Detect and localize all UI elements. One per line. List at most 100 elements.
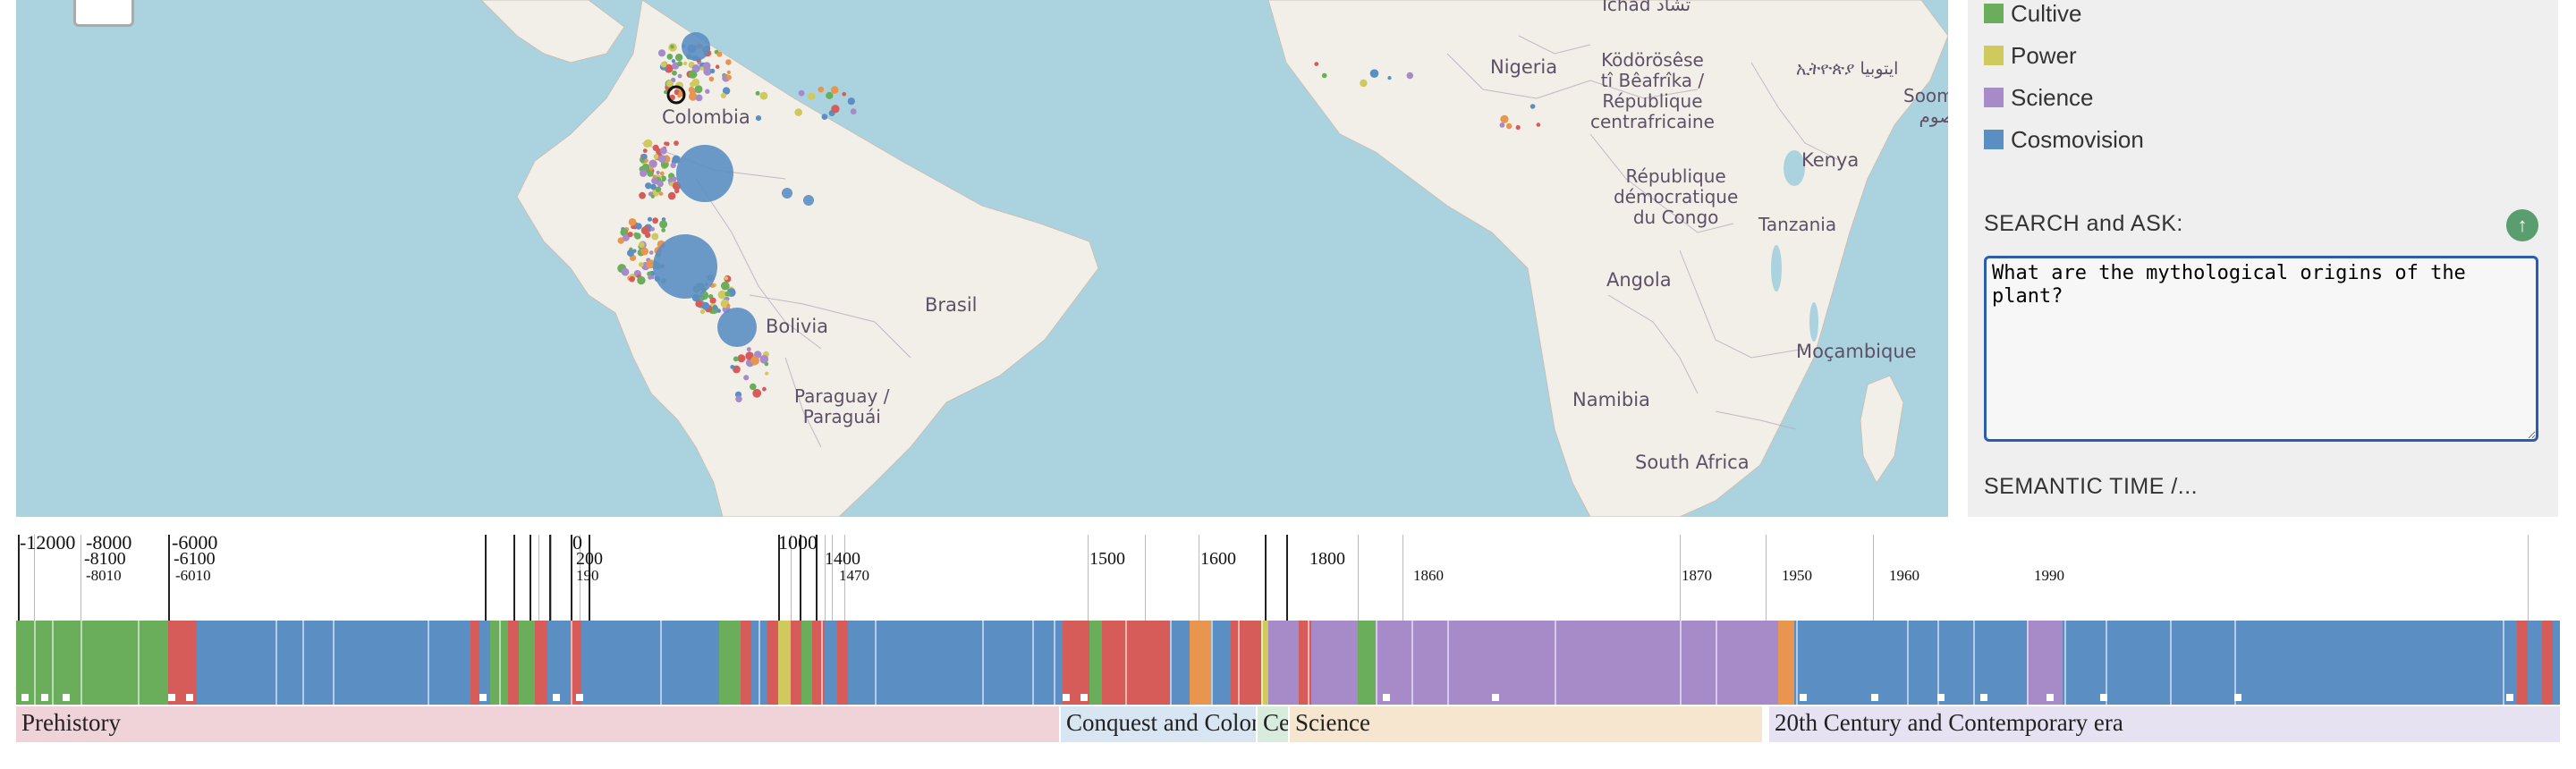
timeline-segment[interactable] [547,621,571,705]
map-point[interactable] [699,66,705,71]
map-point[interactable] [640,247,648,256]
map-bubble[interactable] [676,145,733,202]
timeline-segment[interactable] [1261,621,1268,705]
timeline-marker[interactable] [2100,694,2107,701]
map-point[interactable] [717,290,727,300]
timeline-marker[interactable] [1871,694,1878,701]
timeline-marker[interactable] [41,694,48,701]
map-point[interactable] [639,191,646,199]
timeline-segment[interactable] [1733,621,1778,705]
map-point[interactable] [666,54,674,60]
map-bubble[interactable] [782,188,792,199]
map-point[interactable] [831,105,840,114]
map-point[interactable] [665,141,670,147]
map-point[interactable] [715,64,720,69]
map-point[interactable] [661,228,666,232]
map-point[interactable] [695,94,703,102]
map-point[interactable] [623,233,630,241]
map-point[interactable] [658,155,666,164]
timeline-segment[interactable] [16,621,168,705]
map-point[interactable] [644,232,651,239]
map-point[interactable] [674,140,679,147]
map-point[interactable] [658,191,664,196]
timeline-segment[interactable] [1358,621,1376,705]
map-point[interactable] [642,148,648,154]
map-basemap[interactable] [16,0,1948,517]
map-point[interactable] [660,61,667,68]
timeline-segment[interactable] [825,621,837,705]
arrow-up-icon[interactable]: ↑ [2506,209,2538,241]
map-point[interactable] [726,303,731,308]
map-point[interactable] [847,97,855,106]
map-point[interactable] [648,250,654,255]
map-point[interactable] [750,383,757,391]
map-point[interactable] [735,395,742,403]
timeline-marker[interactable] [1800,694,1807,701]
timeline-segment[interactable] [571,621,581,705]
selected-point-ring[interactable] [666,85,686,105]
map-point[interactable] [671,176,677,182]
timeline-marker[interactable] [1937,694,1945,701]
map-point[interactable] [755,115,762,122]
map-bubble[interactable] [717,308,757,347]
map-point[interactable] [667,191,676,200]
map-point[interactable] [652,217,658,224]
timeline-marker[interactable] [1980,694,1987,701]
timeline-segment[interactable] [837,621,848,705]
timeline-marker[interactable] [186,694,193,701]
map-zoom-control[interactable] [73,0,134,27]
map-point[interactable] [759,91,768,100]
map-point[interactable] [643,139,651,148]
map-point[interactable] [688,70,698,79]
timeline-segment[interactable] [778,621,791,705]
timeline-marker[interactable] [1063,694,1070,701]
timeline-marker[interactable] [479,694,487,701]
legend-item-power[interactable]: Power [1984,42,2077,69]
map-point[interactable] [659,220,668,229]
map-point[interactable] [701,301,710,310]
timeline-marker[interactable] [1080,694,1088,701]
map-point[interactable] [627,249,634,257]
timeline-segment[interactable] [2517,621,2528,705]
map-point[interactable] [708,76,715,82]
map-point[interactable] [830,86,839,94]
map-point[interactable] [709,297,716,304]
map-point[interactable] [755,90,760,96]
map-point[interactable] [694,85,703,94]
map-point[interactable] [635,223,642,230]
map-point[interactable] [725,74,732,80]
map-point[interactable] [695,300,703,308]
map-point[interactable] [691,78,700,87]
timeline-marker[interactable] [2046,694,2054,701]
map-point[interactable] [650,183,657,190]
map-point[interactable] [759,355,769,364]
map-bubble[interactable] [682,32,710,61]
legend-item-cultive[interactable]: Cultive [1984,0,2081,27]
map-point[interactable] [726,70,731,74]
map-point[interactable] [677,73,682,79]
map-point[interactable] [730,365,735,369]
map-point[interactable] [1369,69,1379,78]
map-bubble[interactable] [803,195,814,206]
timeline-marker[interactable] [2234,694,2241,701]
map-point[interactable] [628,218,637,226]
timeline-segment[interactable] [1063,621,1089,705]
map-point[interactable] [689,92,698,101]
map-point[interactable] [762,386,767,392]
map-point[interactable] [1499,123,1505,128]
map-point[interactable] [798,89,805,97]
timeline-marker[interactable] [21,694,29,701]
map-point[interactable] [1500,114,1509,123]
map-point[interactable] [705,89,710,94]
map-point[interactable] [652,144,659,151]
map-point[interactable] [639,262,644,267]
map-point[interactable] [765,371,769,376]
timeline-bars[interactable] [16,621,2560,705]
map-point[interactable] [1314,62,1319,66]
map-point[interactable] [667,178,673,183]
map-point[interactable] [818,86,825,93]
timeline-segment[interactable] [719,621,741,705]
map-point[interactable] [657,49,666,57]
timeline-segment[interactable] [581,621,719,705]
era-band[interactable]: Prehistory [16,706,1059,742]
